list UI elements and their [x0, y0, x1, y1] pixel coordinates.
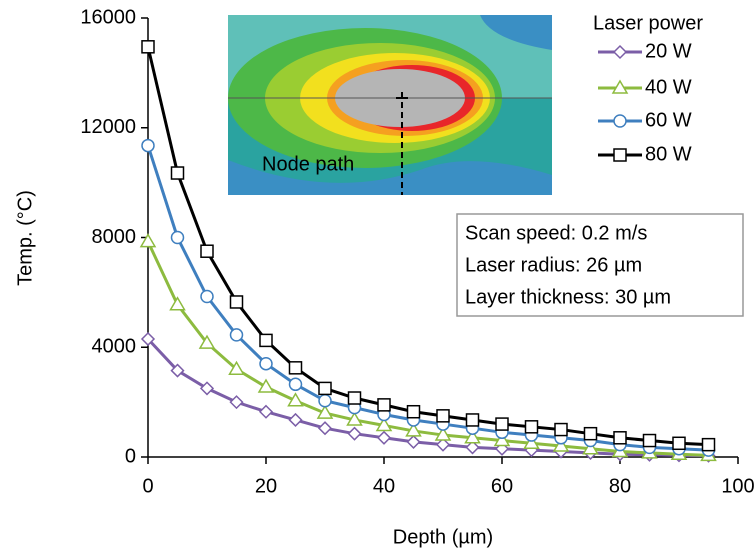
marker — [405, 422, 422, 437]
marker — [376, 430, 392, 445]
marker — [435, 437, 451, 452]
marker — [141, 138, 155, 153]
y-tick-label: 12000 — [80, 116, 136, 138]
marker — [375, 416, 393, 432]
marker — [436, 409, 450, 423]
y-axis-label: Temp. (°C) — [14, 190, 36, 286]
marker — [523, 434, 540, 450]
marker — [170, 230, 185, 245]
x-tick-label: 20 — [255, 475, 277, 497]
marker — [493, 432, 511, 447]
marker — [139, 233, 157, 248]
legend-label: 80 W — [645, 143, 692, 165]
marker — [198, 334, 216, 349]
x-tick-label: 0 — [142, 475, 153, 497]
legend-label: 60 W — [645, 109, 692, 131]
marker — [318, 381, 332, 396]
marker — [229, 395, 244, 410]
marker — [200, 289, 214, 304]
legend-title: Laser power — [593, 12, 703, 34]
legend-marker — [612, 44, 628, 60]
marker — [583, 426, 598, 441]
marker — [288, 361, 303, 375]
legend-label: 40 W — [645, 76, 692, 98]
annotation: Laser radius: 26 µm — [465, 254, 642, 276]
inset-image: Node path — [228, 15, 552, 195]
marker — [406, 404, 421, 419]
axes: 0 4000 8000 12000 16000 0 20 40 60 80 100 — [80, 6, 754, 497]
marker — [199, 381, 215, 396]
y-tick-label: 16000 — [80, 6, 136, 28]
marker — [701, 437, 716, 452]
marker — [318, 394, 332, 408]
x-tick-label: 80 — [609, 475, 631, 497]
marker — [169, 296, 186, 311]
x-tick-label: 40 — [373, 475, 395, 497]
annotation-box — [456, 213, 744, 317]
marker — [377, 398, 391, 412]
marker — [259, 356, 273, 371]
marker — [228, 360, 245, 375]
marker — [465, 440, 480, 455]
marker — [258, 404, 274, 419]
marker — [288, 377, 303, 392]
marker — [259, 333, 273, 348]
marker — [200, 244, 214, 258]
marker — [347, 391, 362, 405]
marker — [672, 436, 686, 451]
annotation: Scan speed: 0.2 m/s — [465, 222, 647, 244]
inset-label: Node path — [262, 153, 354, 175]
marker — [347, 426, 362, 441]
legend-label: 20 W — [645, 40, 692, 62]
marker — [464, 429, 481, 444]
plot — [139, 40, 717, 463]
marker — [552, 437, 570, 452]
marker — [465, 413, 480, 427]
marker — [434, 426, 452, 441]
marker — [229, 295, 244, 309]
y-tick-label: 4000 — [92, 336, 137, 358]
marker — [495, 417, 509, 431]
legend-marker — [613, 114, 627, 128]
marker — [613, 431, 627, 445]
marker — [257, 378, 275, 393]
marker — [406, 434, 421, 449]
legend-marker — [611, 79, 629, 94]
x-tick-label: 100 — [721, 475, 754, 497]
marker — [141, 40, 155, 54]
marker — [346, 411, 363, 426]
marker — [317, 421, 333, 436]
marker — [288, 412, 303, 428]
marker — [229, 328, 244, 342]
x-axis-label: Depth (µm) — [393, 526, 493, 548]
marker — [170, 363, 185, 378]
annotation: Layer thickness: 30 µm — [465, 286, 671, 308]
y-tick-label: 0 — [125, 445, 136, 467]
marker — [170, 166, 185, 180]
marker — [582, 440, 599, 455]
y-tick-label: 8000 — [92, 226, 137, 248]
marker — [554, 422, 568, 437]
marker — [524, 420, 539, 434]
x-tick-label: 60 — [491, 475, 513, 497]
marker — [287, 392, 304, 407]
marker — [140, 331, 156, 347]
marker — [316, 404, 334, 419]
marker — [642, 433, 657, 448]
legend-marker — [613, 148, 627, 162]
